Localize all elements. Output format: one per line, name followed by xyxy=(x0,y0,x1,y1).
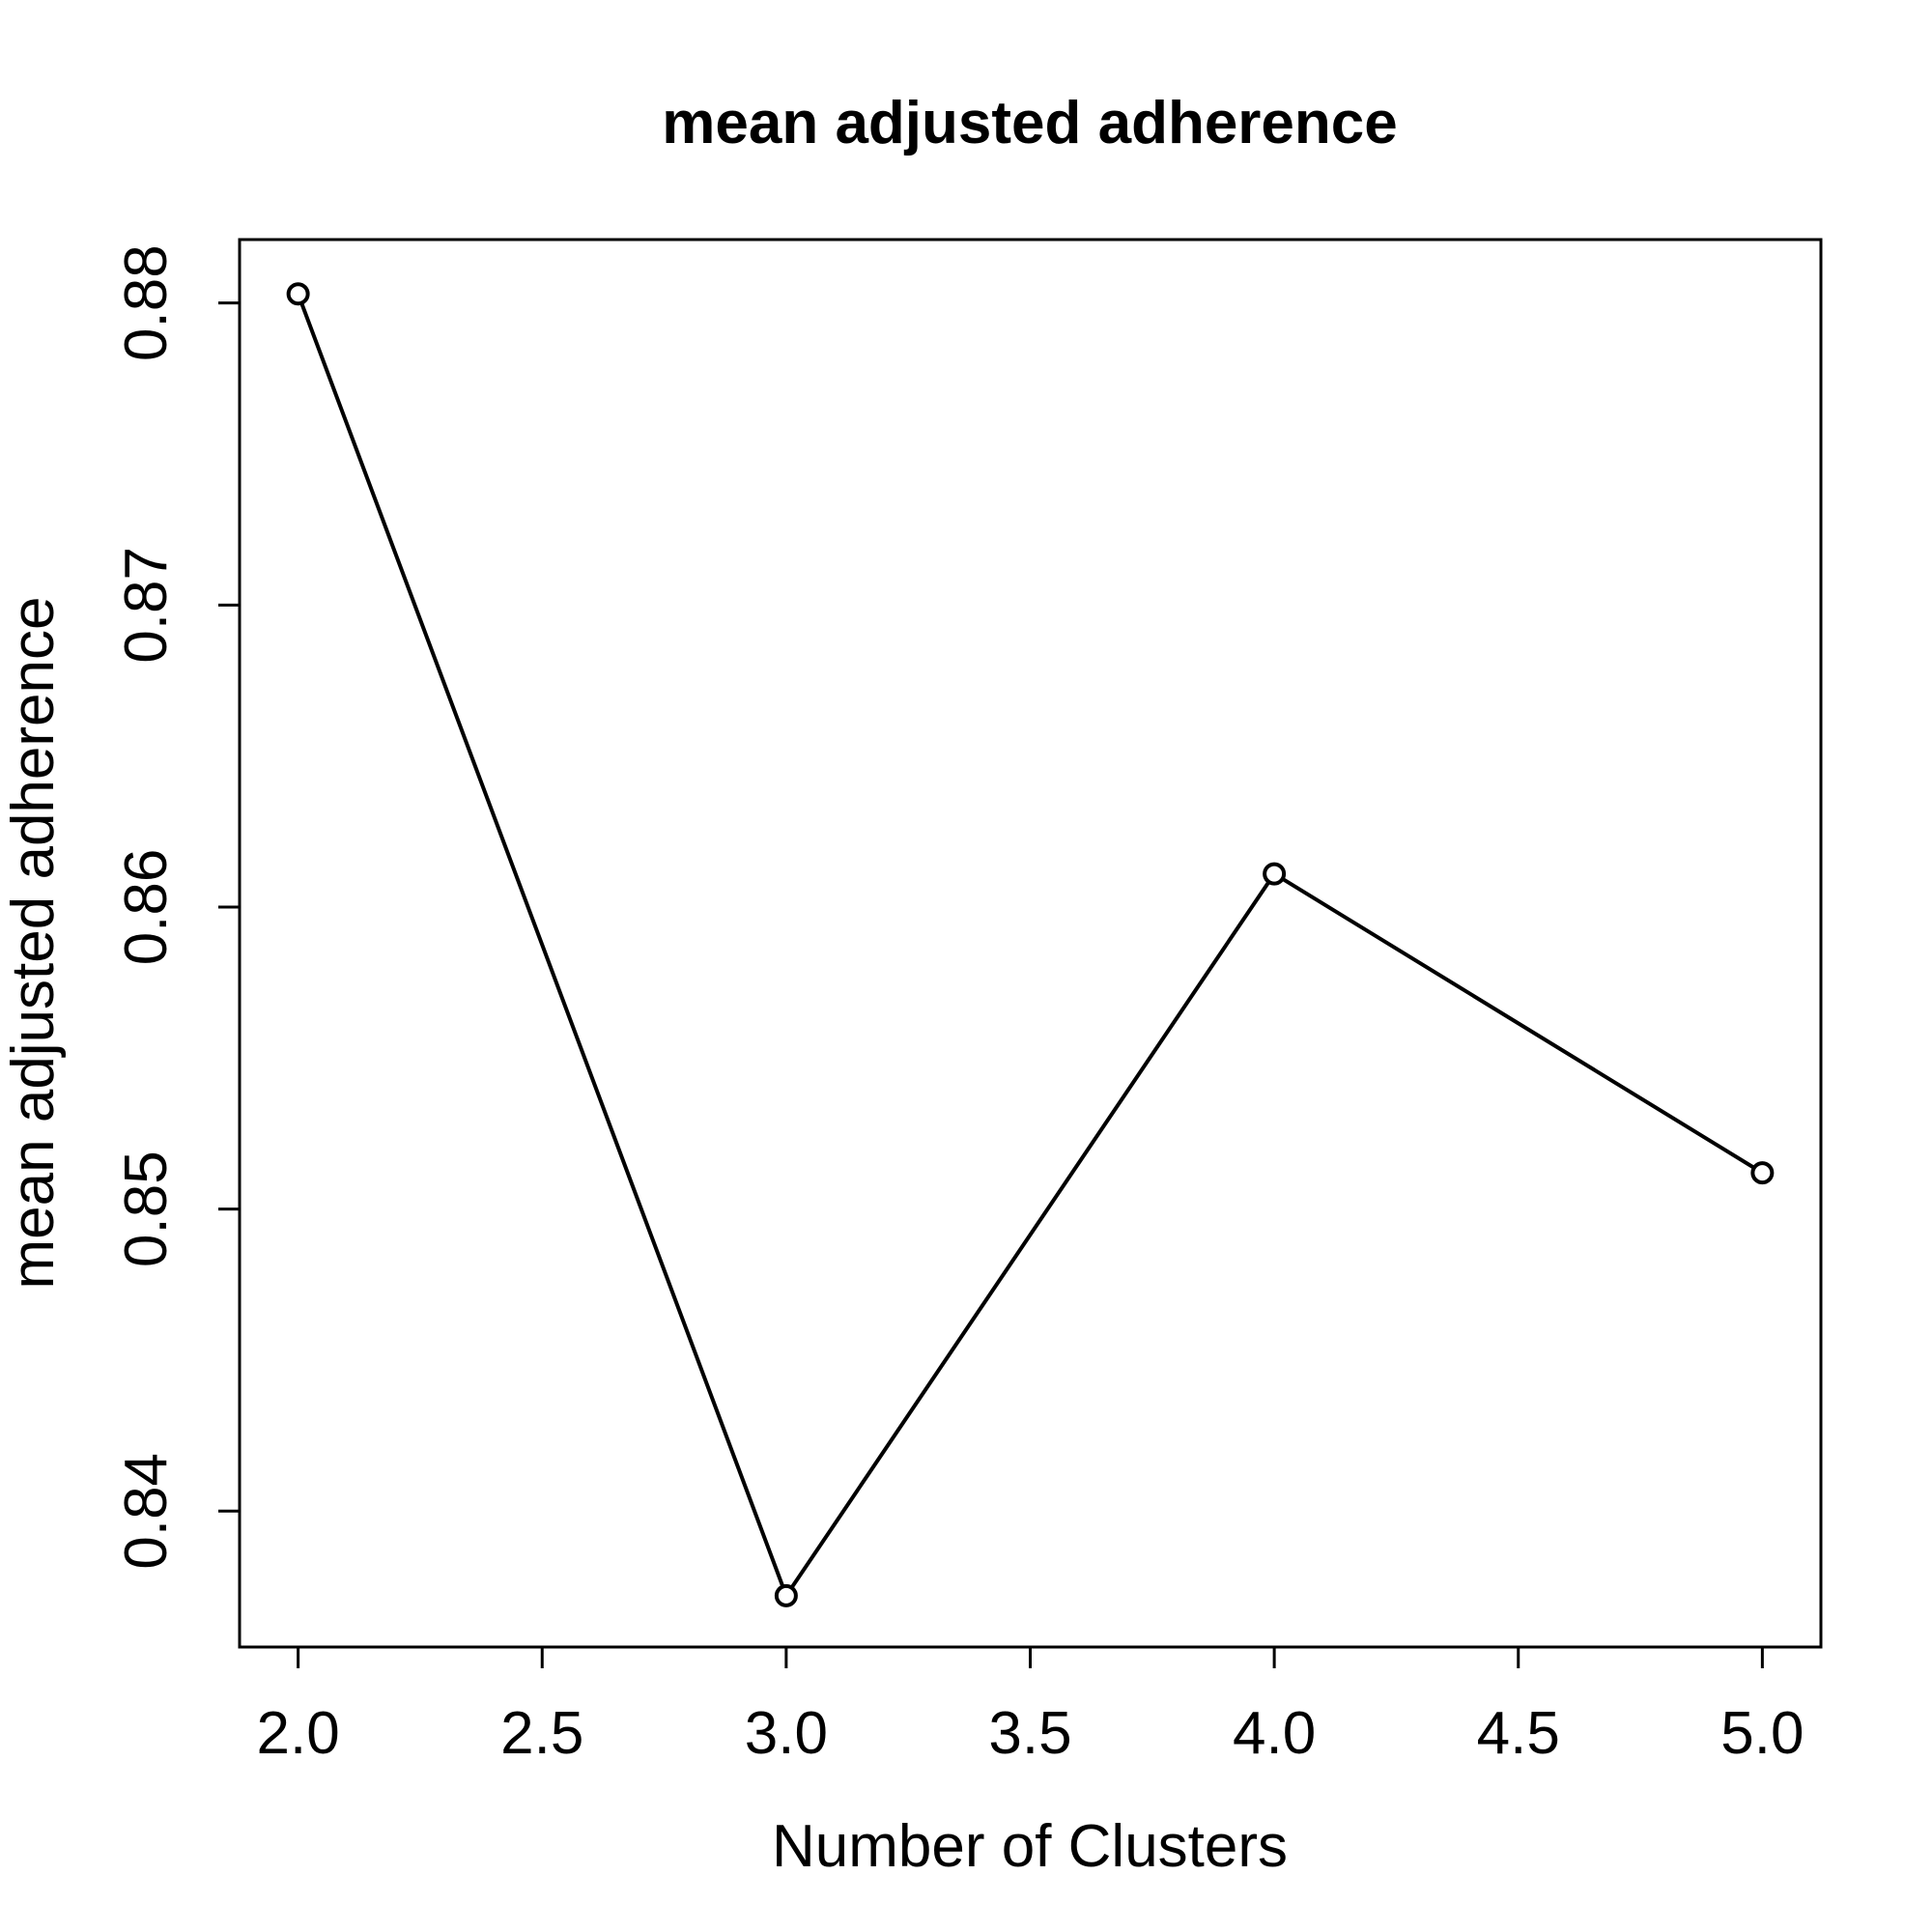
y-axis-label: mean adjusted adherence xyxy=(0,597,67,1290)
data-point xyxy=(1263,862,1287,886)
data-point xyxy=(774,1583,798,1607)
x-tick-label: 4.0 xyxy=(1233,1700,1316,1767)
y-axis: 0.84 0.85 0.86 0.87 0.88 xyxy=(113,244,242,1570)
y-tick-label: 0.86 xyxy=(113,849,180,966)
y-tick-label: 0.88 xyxy=(113,244,180,361)
x-tick-label: 2.5 xyxy=(500,1700,583,1767)
series-line xyxy=(296,293,1764,1601)
x-tick-label: 3.5 xyxy=(988,1700,1071,1767)
x-tick-label: 2.0 xyxy=(257,1700,340,1767)
plot-frame xyxy=(238,238,1823,1649)
x-tick-label: 3.0 xyxy=(745,1700,828,1767)
chart-title: mean adjusted adherence xyxy=(662,90,1398,156)
x-axis-label: Number of Clusters xyxy=(772,1813,1288,1880)
y-tick-label: 0.87 xyxy=(113,547,180,664)
data-point xyxy=(286,282,310,306)
x-tick-label: 4.5 xyxy=(1477,1700,1560,1767)
data-point xyxy=(1750,1161,1775,1185)
x-axis: 2.0 2.5 3.0 3.5 4.0 4.5 5.0 xyxy=(257,1645,1804,1767)
y-tick-label: 0.85 xyxy=(113,1151,180,1267)
series-layer xyxy=(286,282,1775,1607)
y-tick-label: 0.84 xyxy=(113,1453,180,1570)
x-tick-label: 5.0 xyxy=(1720,1700,1804,1767)
